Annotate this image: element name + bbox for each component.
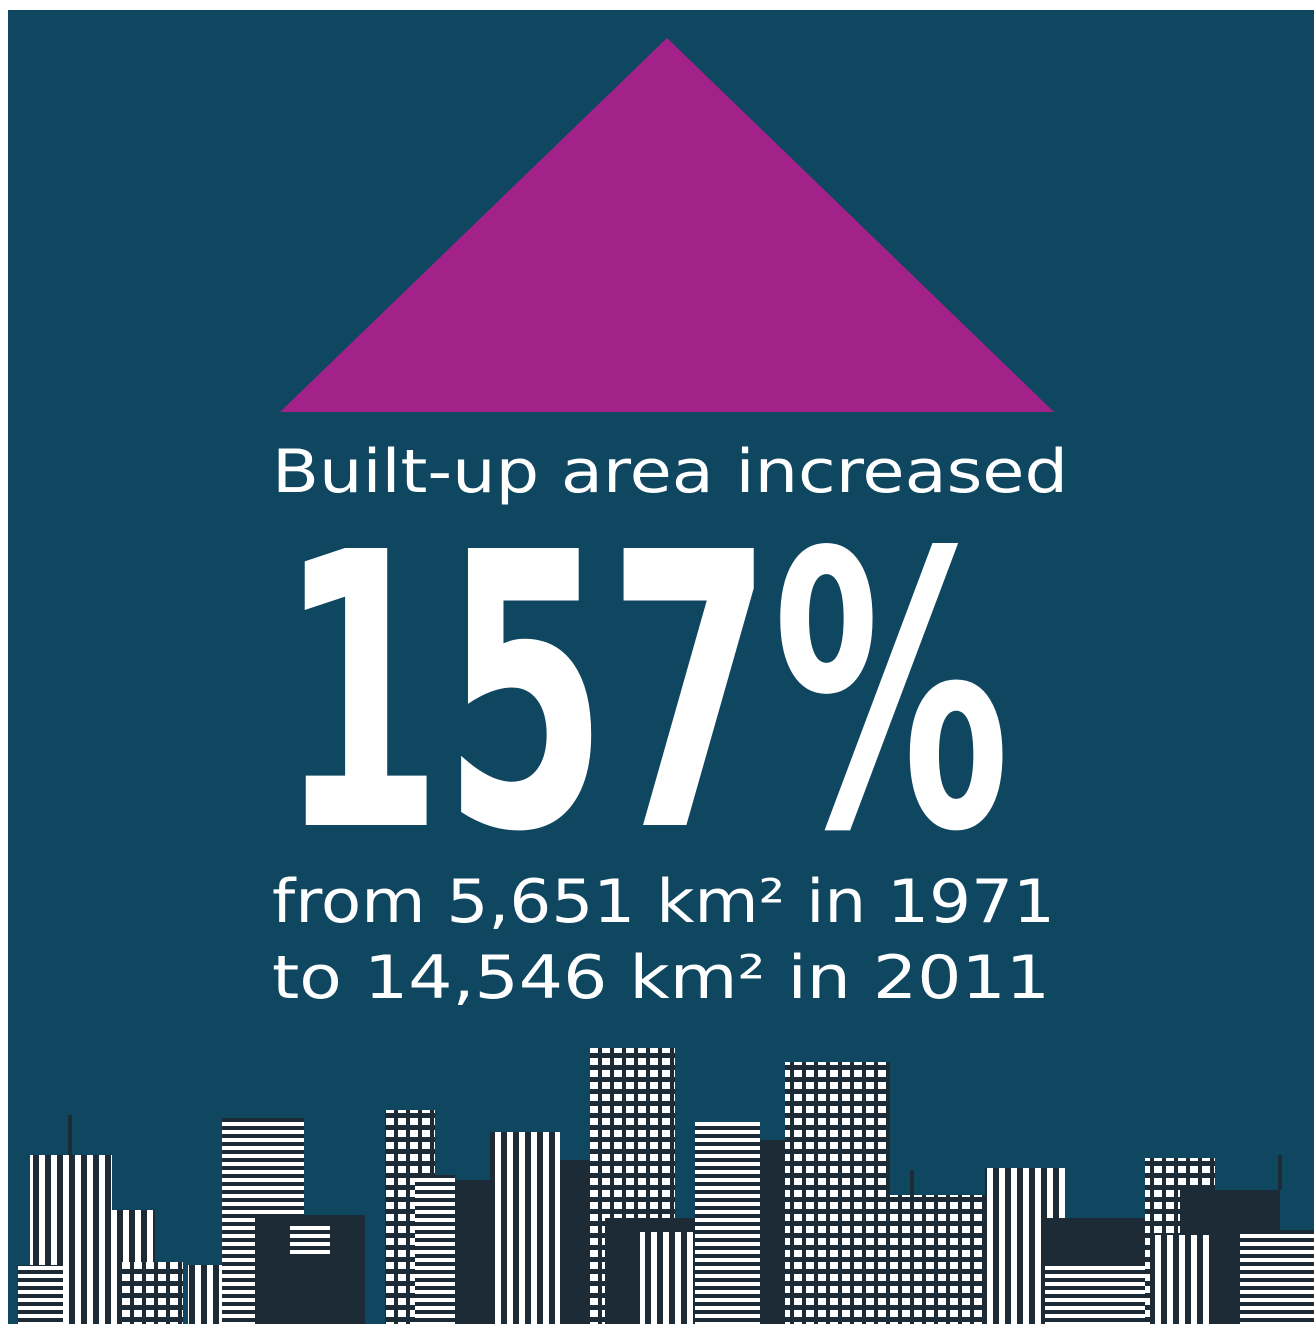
- detail-line: from 5,651 km² in 1971: [272, 867, 1055, 937]
- headline-value: 157%: [278, 472, 1010, 915]
- skyline: [18, 1048, 1314, 1324]
- up-triangle: [280, 38, 1054, 412]
- title: Built-up area increased: [272, 437, 1068, 507]
- detail-line: to 14,546 km² in 2011: [272, 943, 1050, 1013]
